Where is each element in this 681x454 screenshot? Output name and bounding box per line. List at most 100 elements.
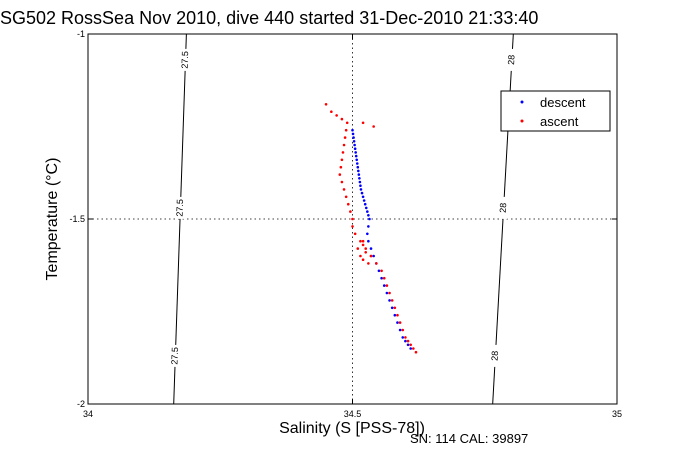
descent-point [364,206,368,210]
legend: descent ascent [500,90,611,132]
descent-point [361,195,365,199]
ascent-point [393,306,397,310]
isopycnal-label: 28 [498,203,509,214]
ascent-point [324,103,328,106]
legend-box [500,90,611,132]
legend-label-descent: descent [540,95,586,110]
ascent-point [340,158,344,162]
isopycnal-line-0 [173,33,187,405]
ascent-point [406,339,410,343]
axis-ticks: 34 34.5 35 -1 -1.5 -2 [69,29,622,419]
descent-point [377,269,381,273]
descent-point [404,339,407,343]
ascent-point [338,173,342,176]
ascent-point [344,195,348,199]
isopycnal-label-gap [171,344,180,367]
ascent-point [346,202,350,206]
descent-point [388,299,391,302]
legend-label-ascent: ascent [540,114,579,129]
y-tick-label: -1 [77,29,85,39]
ascent-point [345,121,349,125]
ascent-point [396,313,399,317]
descent-point [359,188,363,191]
isopycnal-label: 28 [489,351,500,362]
descent-point [401,336,405,339]
ascent-point [382,276,386,280]
data-points [324,103,418,354]
descent-point [369,247,373,250]
descent-point [354,154,358,158]
ascent-point [361,239,365,243]
descent-point [380,276,383,280]
legend-marker-ascent [520,119,524,123]
ascent-point [359,254,362,258]
isopycnal-label: 27.5 [169,347,180,365]
descent-point [353,143,356,147]
isopycnal-label: 28 [506,55,517,66]
ascent-point [343,136,347,139]
descent-point [368,217,371,221]
descent-point [354,151,357,154]
isopycnal-label-gap [499,196,508,219]
ascent-point [342,188,346,191]
descent-point [406,343,410,347]
ascent-point [344,128,348,132]
descent-point [367,225,370,228]
ascent-point [414,350,418,354]
descent-point [396,321,399,324]
descent-point [351,132,355,136]
descent-point [393,313,397,317]
ascent-point [380,269,383,273]
isopycnal-label: 27.5 [180,51,191,69]
ascent-point [409,343,412,347]
ascent-point [361,121,365,125]
isopycnal-lines: 27.5 27.5 27.5 28 28 28 [169,33,517,405]
descent-point [358,177,361,180]
ascent-point [388,291,391,295]
ascent-point [340,180,344,184]
ascent-point [412,347,415,350]
isopycnal-label-gap [176,196,185,219]
ascent-point [342,143,346,147]
descent-point [351,128,354,132]
plot-area: 27.5 27.5 27.5 28 28 28 34 34.5 35 -1 -1.5 -2 [69,29,622,419]
descent-point [357,173,361,176]
ascent-point [401,328,405,332]
ascent-point [339,165,343,169]
descent-point [352,136,355,139]
descent-point [360,191,364,195]
descent-point [358,180,362,184]
descent-point [367,214,370,217]
descent-point [367,239,370,243]
ascent-point [372,125,375,128]
descent-point [366,210,369,213]
x-tick-label: 34.5 [344,409,362,419]
ascent-point [361,243,365,247]
ascent-point [349,210,352,213]
ascent-point [341,151,345,154]
isopycnal-label-gap [181,48,190,71]
ascent-point [369,254,373,258]
ascent-point [330,110,333,113]
y-tick-label: -2 [77,399,85,409]
isopycnal-label: 27.5 [175,199,186,217]
ascent-point [361,258,365,262]
ascent-point [340,117,344,121]
x-tick-label: 34 [83,409,93,419]
descent-point [355,162,359,165]
x-axis-label: Salinity (S [PSS-78]) [279,420,425,437]
ascent-point [356,247,360,250]
isopycnal-label-gap [507,48,516,71]
descent-point [398,328,402,332]
ascent-point [351,225,354,228]
ascent-point [364,251,368,254]
ascent-point [351,217,354,221]
calibration-footer: SN: 114 CAL: 39897 [410,431,529,446]
descent-point [353,147,357,150]
descent-point [359,184,362,187]
ascent-point [367,262,370,265]
descent-point [409,347,412,350]
descent-point [352,140,356,143]
isopycnal-label-gap [491,344,500,367]
